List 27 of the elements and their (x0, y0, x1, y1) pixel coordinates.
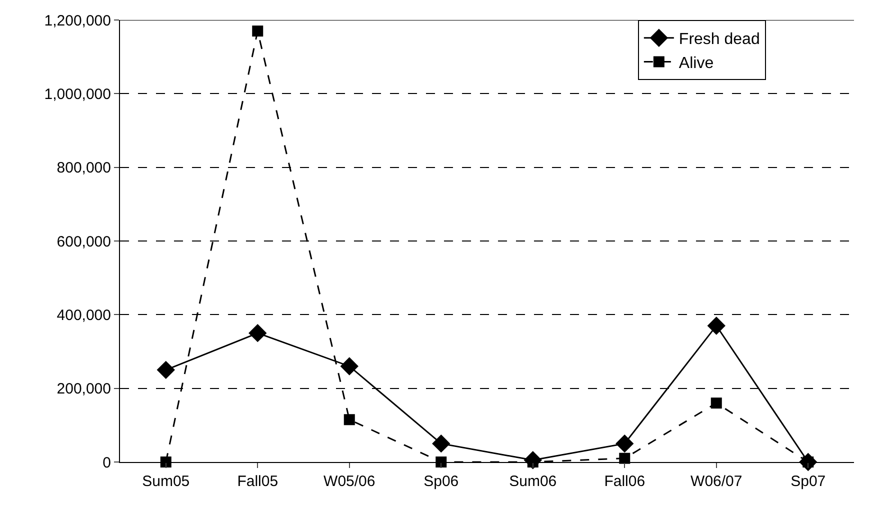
point (710, 398, 722, 409)
legend-label: Fresh dead (678, 31, 760, 48)
y-tick-label: 400,000 (56, 306, 111, 324)
y-tick-label: 800,000 (56, 160, 111, 177)
point (616, 434, 634, 453)
point (248, 324, 267, 342)
y-tick-label: 200,000 (56, 380, 111, 398)
point (432, 434, 450, 453)
y-tick-label: 1,200,000 (44, 12, 111, 30)
x-tick-label: Sp07 (790, 473, 826, 490)
legend-label: Alive (678, 54, 714, 72)
point (707, 316, 726, 335)
point (156, 360, 175, 380)
y-tick-label: 1,000,000 (44, 86, 111, 103)
point (340, 357, 358, 376)
y-tick-label: 600,000 (56, 233, 111, 250)
x-tick-label: Fall05 (237, 473, 278, 490)
y-tick-label: 0 (102, 454, 111, 472)
x-tick-label: Sum05 (142, 473, 190, 490)
x-tick-label: Sum06 (509, 473, 557, 490)
point (344, 414, 355, 426)
point (252, 26, 264, 37)
x-tick-label: W06/07 (690, 473, 742, 490)
x-tick-label: Fall06 (604, 473, 646, 490)
x-tick-label: Sp06 (424, 473, 459, 490)
x-tick-label: W05/06 (324, 473, 376, 490)
point (619, 452, 630, 464)
